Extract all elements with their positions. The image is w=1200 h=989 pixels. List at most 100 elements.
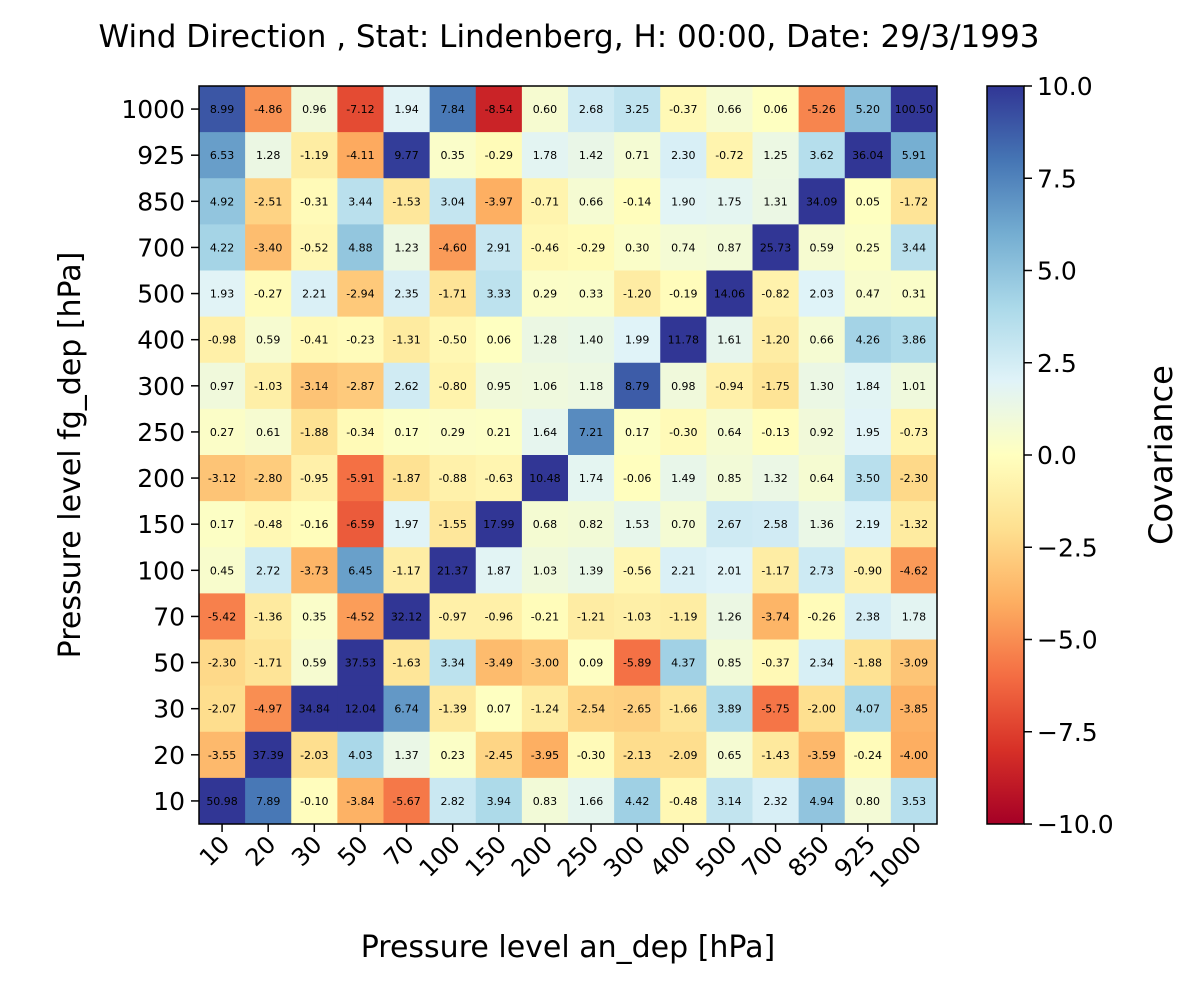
heatmap-cell [614, 593, 661, 640]
heatmap-cell [660, 777, 707, 825]
cell-value-label: -1.31 [392, 334, 420, 347]
cell-value-label: 4.88 [348, 241, 373, 254]
cell-value-label: 0.65 [717, 749, 742, 762]
heatmap-cell [614, 132, 661, 179]
cell-value-label: -0.23 [346, 334, 374, 347]
colorbar-tick-label: 10.0 [1037, 72, 1093, 101]
heatmap-cell [660, 132, 707, 179]
cell-value-label: -1.32 [900, 518, 928, 531]
cell-value-label: 3.14 [717, 795, 742, 808]
cell-value-label: 1.49 [671, 472, 696, 485]
cell-value-label: 0.05 [856, 195, 881, 208]
cell-value-label: -2.30 [208, 657, 236, 670]
cell-value-label: -2.07 [208, 703, 236, 716]
heatmap-cell [752, 547, 800, 594]
cell-value-label: -0.21 [531, 610, 559, 623]
heatmap-cell [383, 178, 431, 225]
heatmap-cell [383, 593, 431, 640]
cell-value-label: -3.55 [208, 749, 236, 762]
cell-value-label: -3.12 [208, 472, 236, 485]
heatmap-cell [844, 316, 892, 364]
cell-value-label: 0.30 [625, 241, 650, 254]
heatmap-cell [291, 132, 338, 179]
heatmap-cell [429, 316, 477, 364]
heatmap-cell [475, 685, 523, 733]
heatmap-cell [199, 501, 246, 548]
cell-value-label: -5.42 [208, 610, 236, 623]
colorbar-tick-label: −5.0 [1037, 626, 1098, 655]
cell-value-label: 4.94 [809, 795, 834, 808]
y-tick-label: 400 [137, 326, 185, 355]
heatmap-cells [199, 86, 938, 825]
cell-value-label: 0.64 [717, 426, 742, 439]
cell-value-label: -2.87 [346, 380, 374, 393]
cell-value-label: -2.51 [254, 195, 282, 208]
cell-value-label: 3.44 [902, 241, 927, 254]
heatmap-cell [660, 731, 707, 779]
cell-value-label: 3.25 [625, 103, 650, 116]
cell-value-label: 0.92 [809, 426, 834, 439]
heatmap-cell [660, 86, 707, 133]
heatmap-cell [844, 731, 892, 779]
heatmap-cell [706, 132, 753, 179]
cell-value-label: -1.71 [254, 657, 282, 670]
heatmap-cell [291, 316, 338, 364]
cell-value-label: 2.72 [256, 564, 281, 577]
heatmap-cell [844, 178, 892, 225]
heatmap-cell [614, 685, 661, 733]
x-tick-label: 850 [783, 830, 835, 882]
cell-value-label: 1.18 [579, 380, 604, 393]
heatmap-cell [890, 270, 938, 318]
heatmap-cell [337, 408, 384, 456]
cell-value-label: 0.85 [717, 657, 742, 670]
cell-value-label: 1.95 [856, 426, 881, 439]
cell-value-label: 2.58 [763, 518, 788, 531]
cell-value-label: -0.52 [300, 241, 328, 254]
heatmap-cell [752, 132, 800, 179]
cell-value-label: 1.01 [902, 380, 927, 393]
heatmap-cell [475, 86, 523, 133]
cell-value-label: -3.00 [531, 657, 559, 670]
heatmap-cell [475, 132, 523, 179]
heatmap-cell [844, 86, 892, 133]
heatmap-cell [890, 86, 938, 133]
cell-value-label: 4.92 [210, 195, 235, 208]
cell-value-label: 0.06 [487, 334, 512, 347]
heatmap-cell [199, 777, 246, 825]
colorbar-ticks: 10.0 7.5 5.0 2.5 0.0 −2.5 −5.0 −7.5 −10.0 [1024, 72, 1114, 839]
cell-value-label: -3.40 [254, 241, 282, 254]
heatmap-cell [475, 178, 523, 225]
cell-value-label: -0.72 [715, 149, 743, 162]
y-tick-label: 100 [137, 556, 185, 585]
cell-value-label: 4.42 [625, 795, 650, 808]
y-axis-label: Pressure level fg_dep [hPa] [53, 252, 88, 659]
cell-value-label: 0.45 [210, 564, 235, 577]
heatmap-cell [660, 178, 707, 225]
x-tick-label: 100 [414, 830, 466, 882]
heatmap-cell [844, 408, 892, 456]
cell-value-label: 0.35 [302, 610, 327, 623]
cell-value-label: 1.37 [394, 749, 419, 762]
cell-value-label: -1.03 [254, 380, 282, 393]
heatmap-cell [752, 408, 800, 456]
cell-value-label: 10.48 [529, 472, 561, 485]
cell-value-label: 34.09 [806, 195, 838, 208]
cell-value-label: -0.10 [300, 795, 328, 808]
heatmap-cell [890, 362, 938, 410]
heatmap-cell [429, 270, 477, 318]
cell-value-label: 1.78 [902, 610, 927, 623]
heatmap-cell [337, 777, 384, 825]
cell-value-label: 36.04 [852, 149, 884, 162]
heatmap-cell [844, 455, 892, 502]
cell-value-label: 8.79 [625, 380, 650, 393]
heatmap-cell [568, 270, 615, 318]
heatmap-cell [475, 408, 523, 456]
heatmap-cell [337, 501, 384, 548]
heatmap-cell [614, 362, 661, 410]
heatmap-cell [844, 224, 892, 271]
cell-value-label: 5.20 [856, 103, 881, 116]
heatmap-cell [337, 132, 384, 179]
cell-value-label: -2.03 [300, 749, 328, 762]
cell-value-label: -4.52 [346, 610, 374, 623]
